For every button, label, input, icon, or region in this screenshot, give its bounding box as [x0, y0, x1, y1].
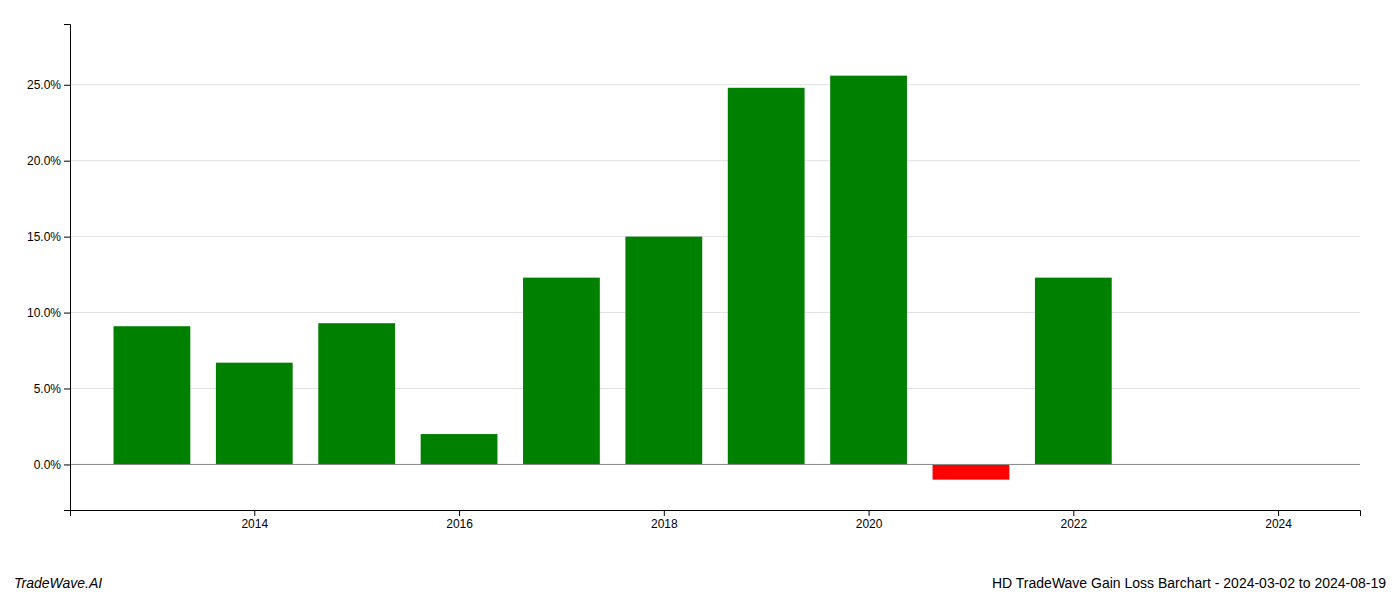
y-tick: 25.0%: [27, 78, 70, 92]
chart: 0.0% 5.0% 10.0% 15.0% 20.0% 25.0% 2014 2016 2018…: [0, 0, 1400, 600]
x-tick-mark: [664, 510, 665, 516]
x-axis: 2014 2016 2018 2020 2022 2024: [71, 510, 1361, 531]
y-tick-label: 10.0%: [27, 306, 61, 320]
x-axis-line: [71, 511, 1361, 517]
x-tick-mark: [254, 510, 255, 516]
grid-line: [70, 312, 1360, 313]
x-tick: 2020: [856, 510, 883, 531]
x-tick-label: 2018: [651, 517, 678, 531]
x-tick-label: 2024: [1265, 517, 1292, 531]
x-tick-mark: [459, 510, 460, 516]
y-tick-mark: [64, 313, 70, 314]
y-tick-label: 25.0%: [27, 78, 61, 92]
y-axis: 0.0% 5.0% 10.0% 15.0% 20.0% 25.0%: [27, 25, 71, 511]
bar: [830, 76, 907, 465]
y-tick-label: 15.0%: [27, 230, 61, 244]
y-tick-mark: [64, 161, 70, 162]
y-tick: 5.0%: [34, 382, 70, 396]
y-tick-mark: [64, 237, 70, 238]
y-tick-label: 5.0%: [34, 382, 62, 396]
bar: [728, 88, 805, 465]
y-tick-mark: [64, 85, 70, 86]
bar: [523, 278, 600, 465]
y-tick-mark: [64, 464, 70, 465]
x-tick-mark: [1073, 510, 1074, 516]
watermark: TradeWave.AI: [14, 575, 102, 591]
bar: [318, 323, 395, 464]
x-tick-label: 2016: [446, 517, 473, 531]
y-tick: 15.0%: [27, 230, 70, 244]
y-tick-mark: [64, 389, 70, 390]
x-tick: 2018: [651, 510, 678, 531]
y-tick: 20.0%: [27, 154, 70, 168]
y-tick-label: 0.0%: [34, 458, 62, 472]
bar: [625, 237, 702, 465]
plot: 0.0% 5.0% 10.0% 15.0% 20.0% 25.0% 2014 2016 2018…: [27, 25, 1361, 531]
bar: [933, 464, 1010, 479]
grid: [70, 85, 1360, 465]
zero-line: [70, 464, 1360, 465]
bar: [216, 363, 293, 465]
x-tick-mark: [1278, 510, 1279, 516]
x-tick-label: 2022: [1060, 517, 1087, 531]
bar: [421, 434, 498, 464]
y-tick: 0.0%: [34, 458, 70, 472]
title: HD TradeWave Gain Loss Barchart - 2024-0…: [992, 575, 1386, 591]
x-tick-label: 2020: [856, 517, 883, 531]
y-tick-label: 20.0%: [27, 154, 61, 168]
y-tick: 10.0%: [27, 306, 70, 320]
x-tick: 2022: [1060, 510, 1087, 531]
y-axis-line: [64, 25, 71, 511]
grid-line: [70, 160, 1360, 161]
x-tick: 2016: [446, 510, 473, 531]
grid-line: [70, 464, 1360, 465]
bar: [114, 326, 191, 464]
x-tick-label: 2014: [241, 517, 268, 531]
bar: [1035, 278, 1112, 465]
grid-line: [70, 84, 1360, 85]
bars: [114, 76, 1112, 480]
x-tick: 2024: [1265, 510, 1292, 531]
x-tick: 2014: [241, 510, 268, 531]
grid-line: [70, 236, 1360, 237]
x-tick-mark: [869, 510, 870, 516]
